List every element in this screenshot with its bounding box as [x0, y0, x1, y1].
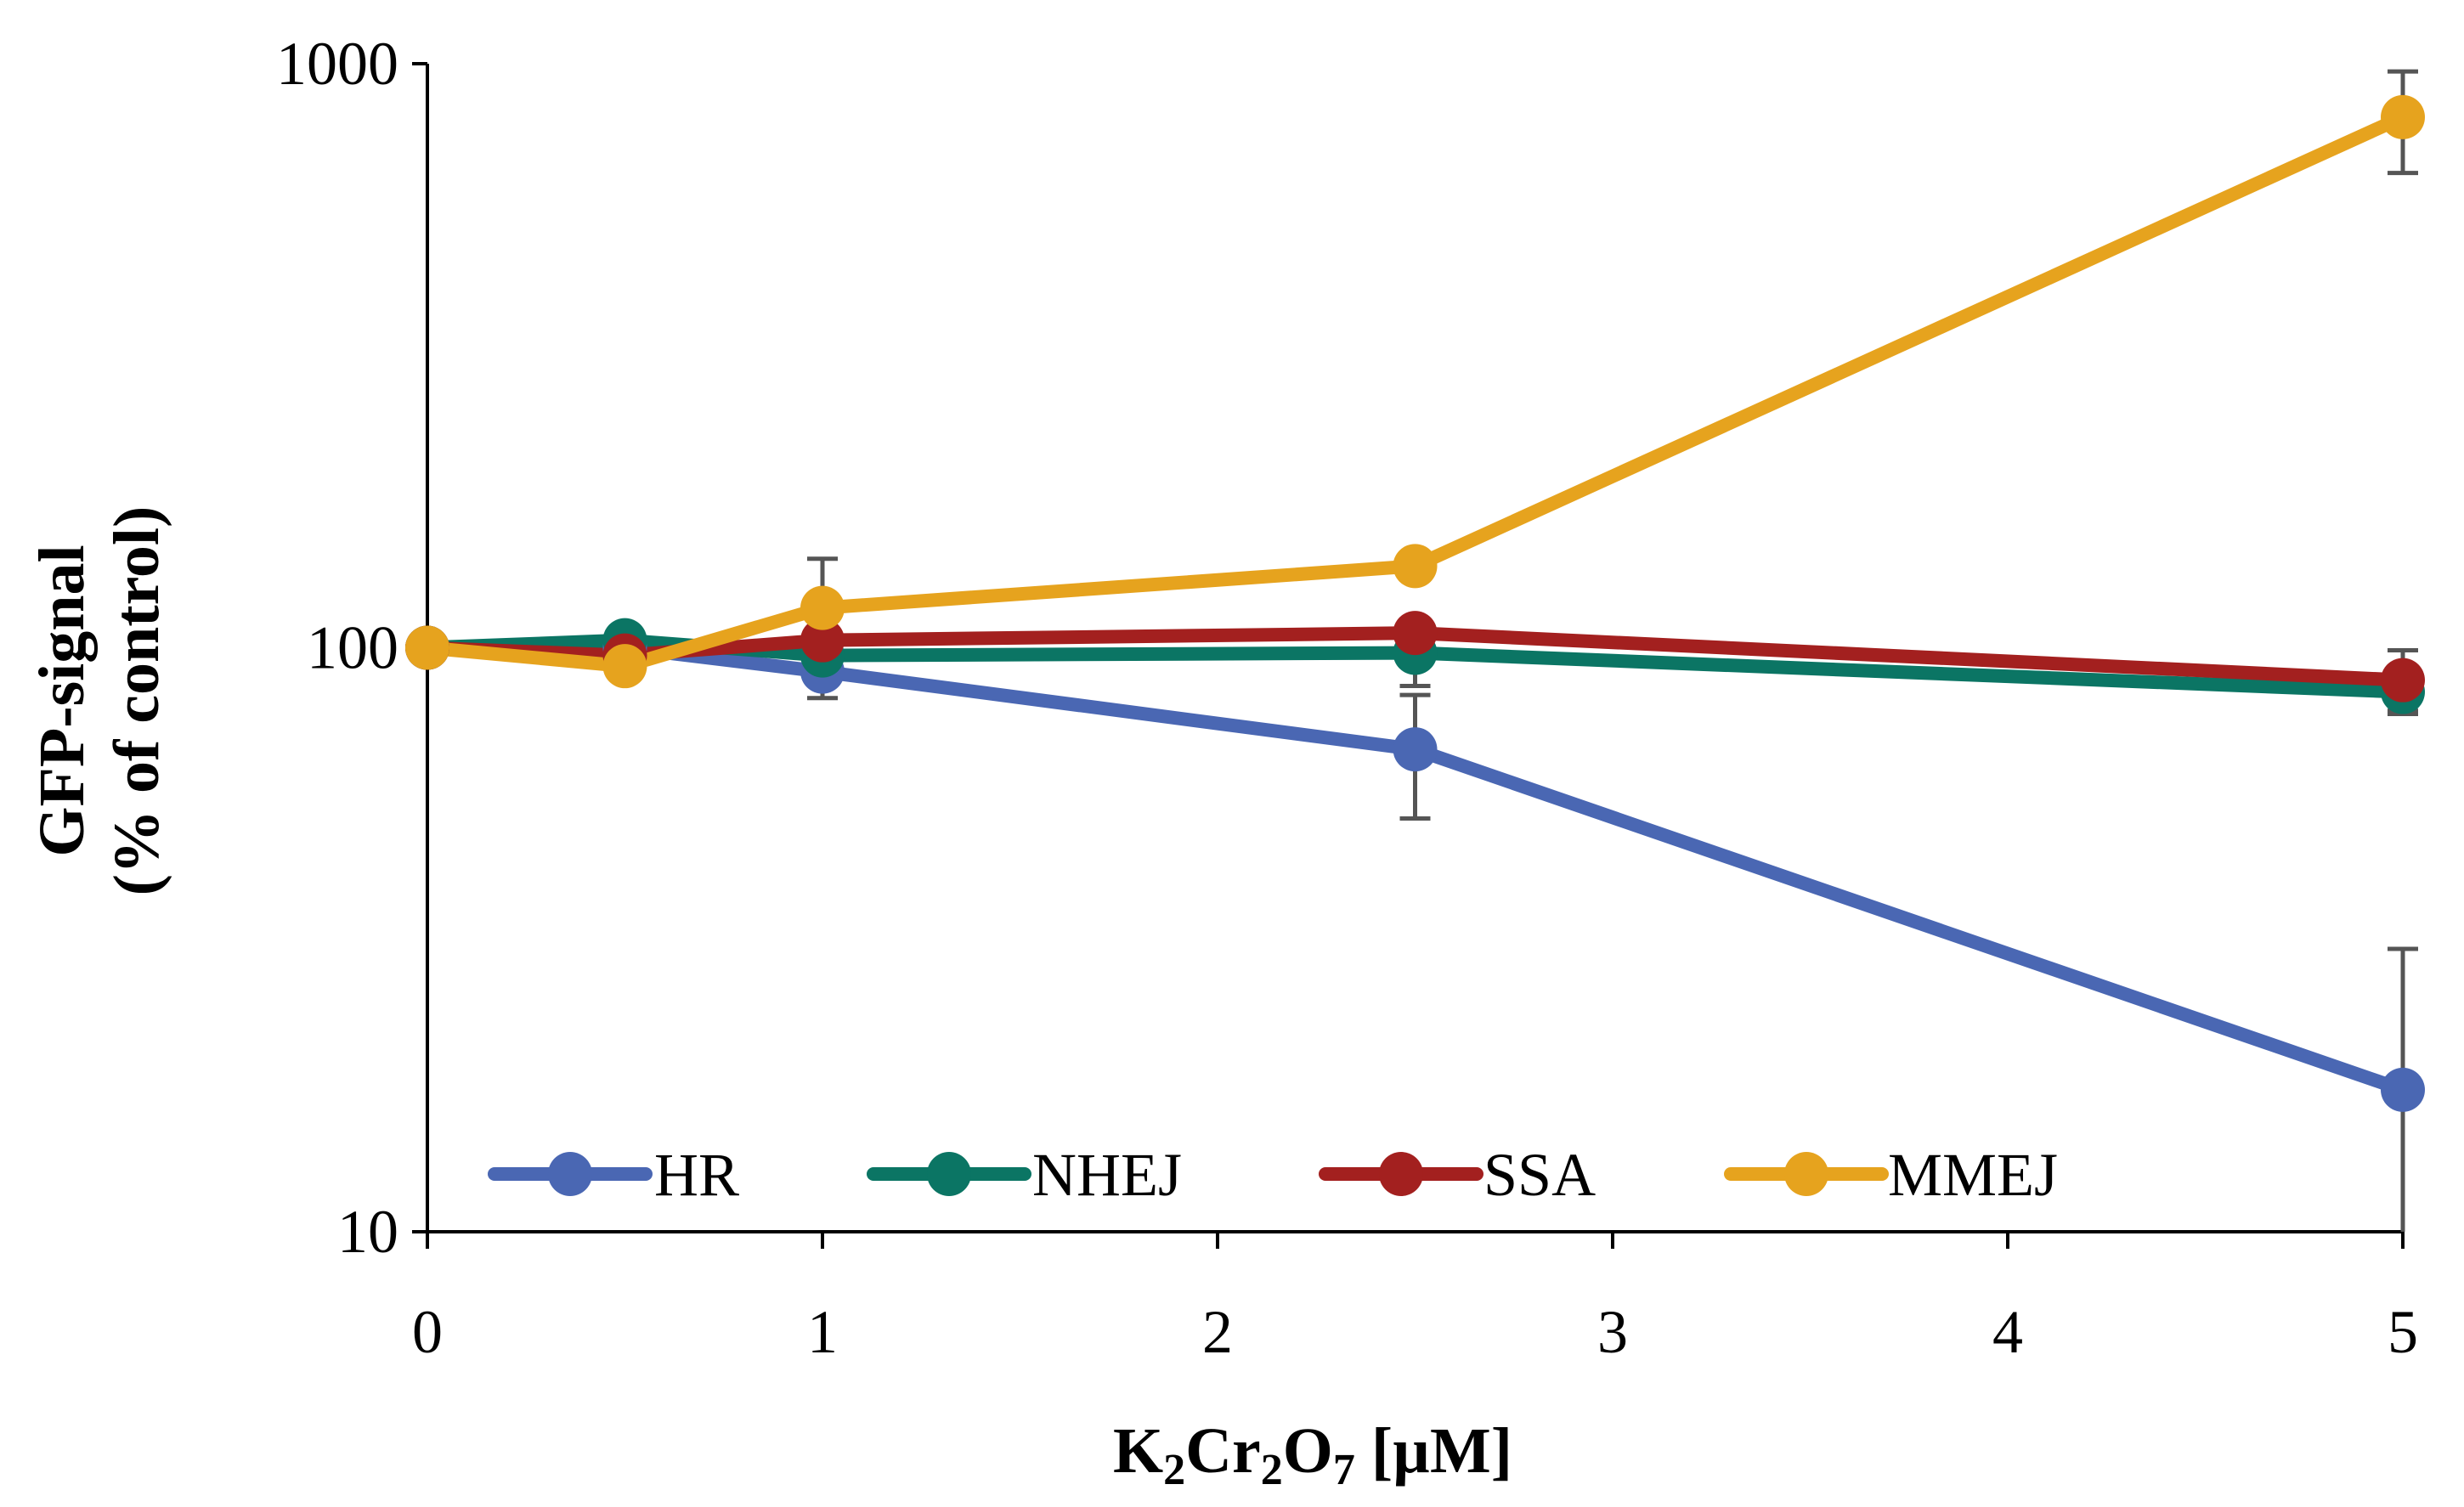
x-axis-title-unit: [µM] — [1355, 1415, 1512, 1487]
legend-label-nhej: NHEJ — [1032, 1141, 1182, 1209]
x-tick-label: 1 — [807, 1298, 838, 1366]
data-point-mmej — [405, 625, 449, 670]
data-point-mmej — [1393, 544, 1438, 589]
legend-marker-mmej — [1784, 1152, 1828, 1196]
x-tick-label: 0 — [412, 1298, 443, 1366]
x-tick-label: 4 — [1992, 1298, 2023, 1366]
legend: HR NHEJ SSA MMEJ — [488, 1141, 2058, 1209]
legend-label-ssa: SSA — [1483, 1141, 1596, 1209]
axes: 10 100 1000 0 1 2 3 4 5 — [276, 30, 2418, 1366]
series-markers — [405, 94, 2425, 1112]
series-lines — [421, 110, 2410, 1097]
x-tick-label: 3 — [1597, 1298, 1628, 1366]
x-axis-title-sub1: 2 — [1163, 1446, 1185, 1494]
y-tick-label: 10 — [337, 1198, 398, 1266]
x-axis-title-k: K — [1113, 1415, 1163, 1487]
x-axis-title-sub3: 7 — [1333, 1446, 1355, 1494]
data-point-ssa — [2381, 658, 2425, 703]
legend-marker-ssa — [1379, 1152, 1423, 1196]
y-axis-title-line2: (% of control) — [101, 506, 172, 896]
legend-marker-hr — [548, 1152, 592, 1196]
y-axis-title-line1: GFP-signal — [26, 545, 98, 856]
data-point-hr — [2381, 1067, 2425, 1112]
legend-label-hr: HR — [654, 1141, 739, 1209]
x-axis-title-cr: Cr — [1185, 1415, 1261, 1487]
x-axis-title-o: O — [1283, 1415, 1333, 1487]
data-point-mmej — [602, 644, 647, 689]
data-point-hr — [1393, 727, 1438, 772]
legend-marker-nhej — [927, 1152, 971, 1196]
x-axis-title-sub2: 2 — [1261, 1446, 1283, 1494]
data-point-mmej — [2381, 94, 2425, 139]
y-axis-title-group: GFP-signal (% of control) — [26, 506, 172, 896]
legend-label-mmej: MMEJ — [1888, 1141, 2058, 1209]
x-axis-title: K2Cr2O7 [µM] — [1113, 1415, 1512, 1494]
y-tick-label: 100 — [307, 614, 398, 682]
x-tick-label: 5 — [2388, 1298, 2418, 1366]
x-tick-label: 2 — [1202, 1298, 1233, 1366]
data-point-mmej — [800, 585, 845, 630]
data-point-ssa — [1393, 611, 1438, 656]
data-point-ssa — [800, 618, 845, 663]
y-tick-label: 1000 — [276, 30, 398, 98]
